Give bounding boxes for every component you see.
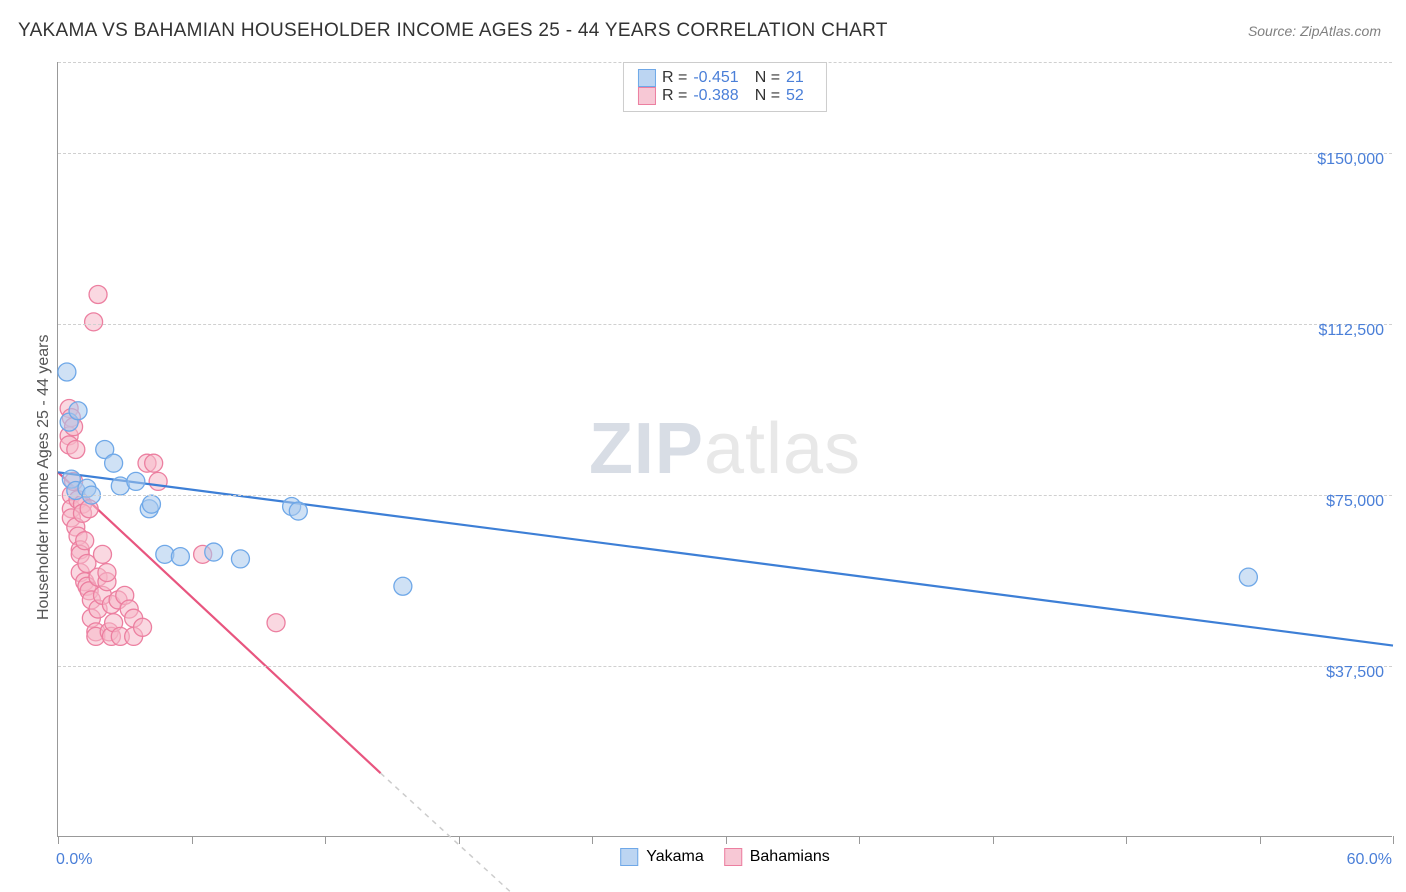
yakama-point xyxy=(142,495,160,513)
bahamians-point xyxy=(134,618,152,636)
x-tick xyxy=(993,836,994,844)
bahamians-point xyxy=(76,532,94,550)
yakama-swatch xyxy=(638,69,656,87)
yakama-point xyxy=(127,472,145,490)
yakama-r-value: -0.451 xyxy=(693,69,738,87)
chart-plot-area: ZIPatlas R = -0.451 N = 21 R = -0.388 N … xyxy=(57,62,1392,837)
x-tick xyxy=(58,836,59,844)
y-axis-label: $37,500 xyxy=(1326,664,1384,682)
yakama-point xyxy=(1239,568,1257,586)
bahamians-point xyxy=(85,313,103,331)
yakama-n-value: 21 xyxy=(786,69,812,87)
yakama-swatch xyxy=(620,848,638,866)
bahamians-r-value: -0.388 xyxy=(693,87,738,105)
bahamians-point xyxy=(145,454,163,472)
x-tick xyxy=(859,836,860,844)
source-attribution: Source: ZipAtlas.com xyxy=(1248,23,1381,39)
y-axis-label: $112,500 xyxy=(1318,322,1384,340)
bahamians-n-value: 52 xyxy=(786,87,812,105)
yakama-regression-line xyxy=(58,472,1393,645)
chart-header: YAKAMA VS BAHAMIAN HOUSEHOLDER INCOME AG… xyxy=(0,0,1406,57)
legend-item-bahamians: Bahamians xyxy=(724,848,830,866)
y-axis-title: Householder Income Ages 25 - 44 years xyxy=(35,335,53,621)
bahamians-point xyxy=(89,286,107,304)
x-tick xyxy=(726,836,727,844)
bahamians-regression-extension xyxy=(381,773,526,892)
correlation-legend-row: R = -0.451 N = 21 xyxy=(638,69,812,87)
yakama-point xyxy=(289,502,307,520)
x-tick xyxy=(192,836,193,844)
y-axis-label: $75,000 xyxy=(1326,493,1384,511)
gridline xyxy=(58,153,1392,154)
x-tick xyxy=(1260,836,1261,844)
y-axis-label: $150,000 xyxy=(1317,151,1384,169)
yakama-point xyxy=(394,577,412,595)
bahamians-point xyxy=(149,472,167,490)
bahamians-swatch xyxy=(724,848,742,866)
x-tick xyxy=(459,836,460,844)
bahamians-point xyxy=(67,441,85,459)
bahamians-point xyxy=(94,545,112,563)
yakama-point xyxy=(58,363,76,381)
yakama-point xyxy=(171,548,189,566)
series-legend: Yakama Bahamians xyxy=(620,848,830,866)
scatter-plot-svg xyxy=(58,62,1392,836)
legend-item-yakama: Yakama xyxy=(620,848,704,866)
yakama-point xyxy=(231,550,249,568)
correlation-legend: R = -0.451 N = 21 R = -0.388 N = 52 xyxy=(623,62,827,112)
bahamians-point xyxy=(267,614,285,632)
x-tick xyxy=(325,836,326,844)
yakama-point xyxy=(105,454,123,472)
gridline xyxy=(58,666,1392,667)
x-tick xyxy=(1126,836,1127,844)
x-axis-label: 0.0% xyxy=(56,851,92,869)
yakama-point xyxy=(205,543,223,561)
x-axis-label: 60.0% xyxy=(1347,851,1392,869)
x-tick xyxy=(1393,836,1394,844)
bahamians-swatch xyxy=(638,87,656,105)
bahamians-point xyxy=(98,564,116,582)
correlation-legend-row: R = -0.388 N = 52 xyxy=(638,87,812,105)
x-tick xyxy=(592,836,593,844)
yakama-point xyxy=(69,402,87,420)
gridline xyxy=(58,324,1392,325)
gridline xyxy=(58,495,1392,496)
chart-title: YAKAMA VS BAHAMIAN HOUSEHOLDER INCOME AG… xyxy=(18,20,888,42)
